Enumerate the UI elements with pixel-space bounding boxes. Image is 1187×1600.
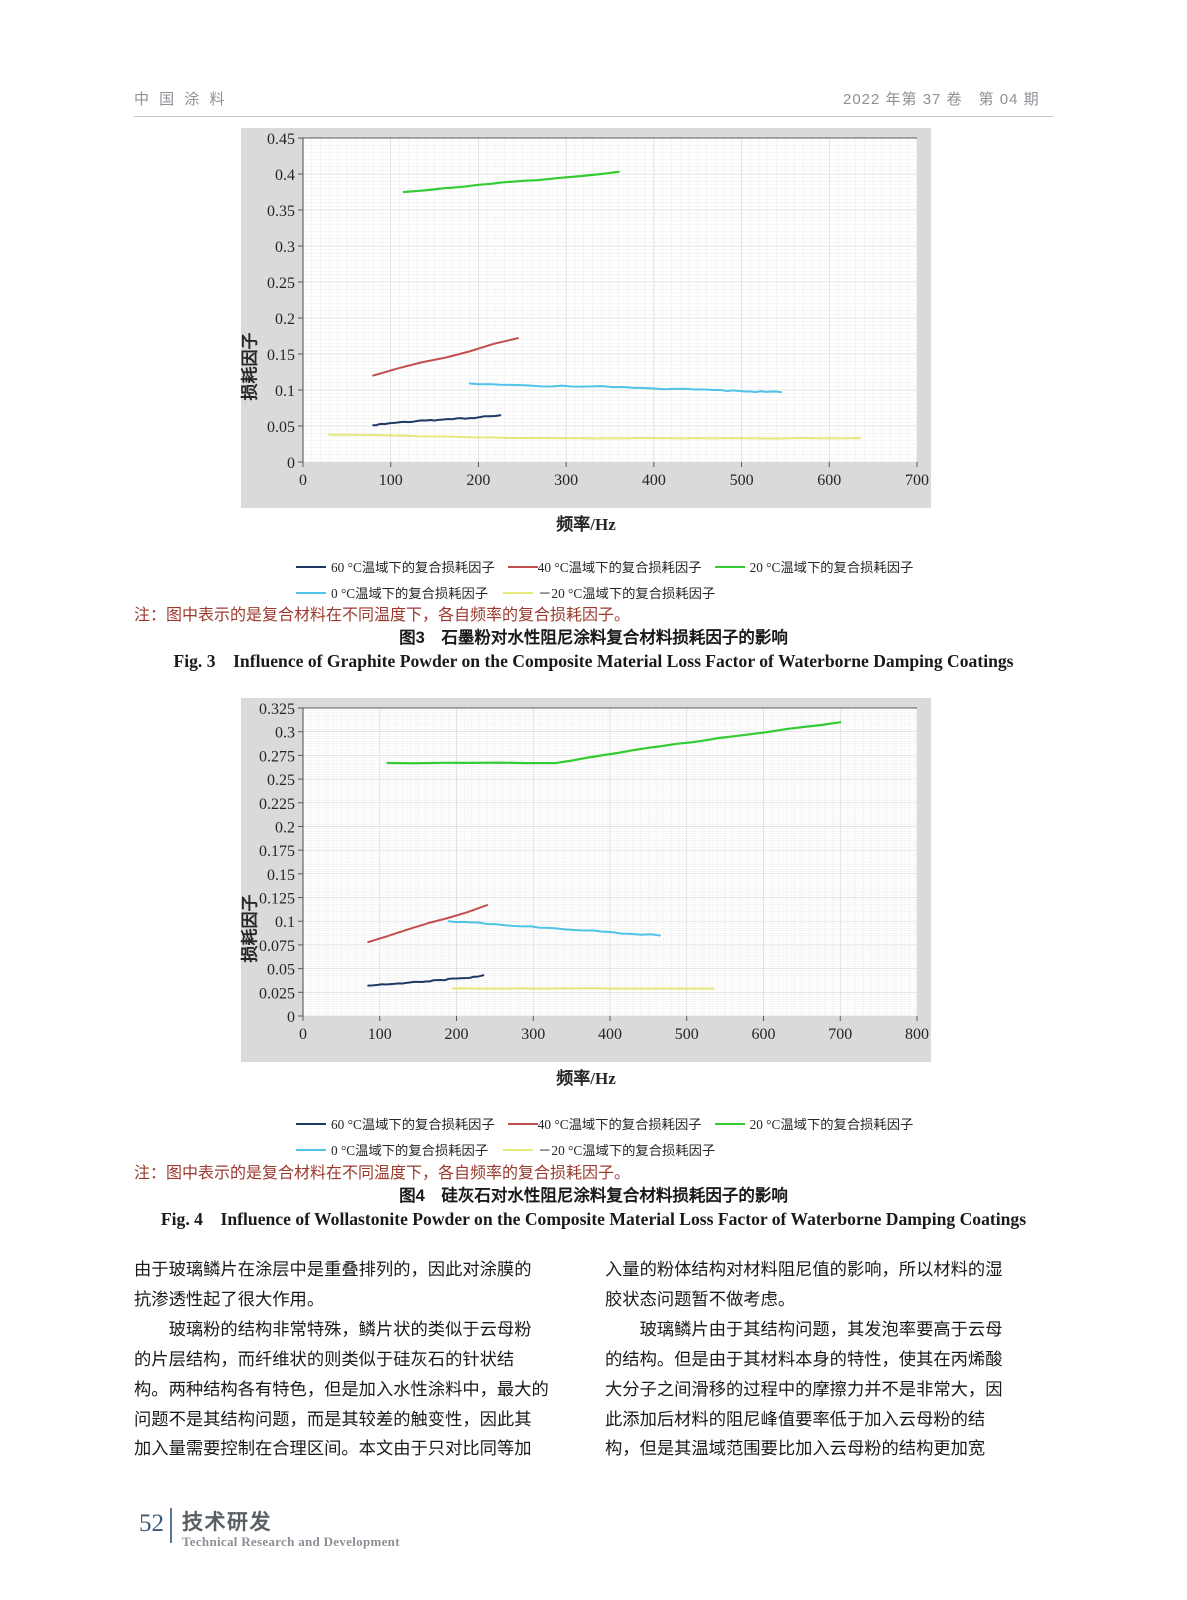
- svg-text:0: 0: [287, 455, 295, 472]
- svg-text:0.25: 0.25: [267, 275, 295, 292]
- svg-text:300: 300: [554, 472, 578, 489]
- svg-text:200: 200: [445, 1026, 469, 1043]
- svg-text:0.2: 0.2: [275, 819, 295, 836]
- svg-text:0.15: 0.15: [267, 347, 295, 364]
- svg-text:500: 500: [730, 472, 754, 489]
- svg-text:0.45: 0.45: [267, 131, 295, 148]
- svg-text:0.15: 0.15: [267, 867, 295, 884]
- svg-text:0.125: 0.125: [259, 891, 295, 908]
- svg-text:0.225: 0.225: [259, 796, 295, 813]
- svg-text:0: 0: [299, 1026, 307, 1043]
- svg-text:0.05: 0.05: [267, 962, 295, 979]
- svg-text:0.3: 0.3: [275, 725, 295, 742]
- svg-text:0.025: 0.025: [259, 985, 295, 1002]
- svg-text:100: 100: [368, 1026, 392, 1043]
- svg-text:0.1: 0.1: [275, 383, 295, 400]
- svg-text:700: 700: [828, 1026, 852, 1043]
- svg-text:0.1: 0.1: [275, 914, 295, 931]
- svg-text:0: 0: [299, 472, 307, 489]
- svg-text:300: 300: [521, 1026, 545, 1043]
- svg-text:0.05: 0.05: [267, 419, 295, 436]
- svg-text:0.275: 0.275: [259, 748, 295, 765]
- svg-text:0.175: 0.175: [259, 843, 295, 860]
- svg-text:0.3: 0.3: [275, 239, 295, 256]
- svg-text:0.075: 0.075: [259, 938, 295, 955]
- svg-text:800: 800: [905, 1026, 929, 1043]
- svg-text:100: 100: [379, 472, 403, 489]
- svg-text:600: 600: [817, 472, 841, 489]
- svg-text:0.2: 0.2: [275, 311, 295, 328]
- svg-text:0: 0: [287, 1009, 295, 1026]
- svg-text:200: 200: [466, 472, 490, 489]
- svg-text:0.325: 0.325: [259, 701, 295, 718]
- svg-text:0.35: 0.35: [267, 203, 295, 220]
- svg-text:700: 700: [905, 472, 929, 489]
- svg-text:0.25: 0.25: [267, 772, 295, 789]
- svg-text:400: 400: [642, 472, 666, 489]
- svg-text:600: 600: [752, 1026, 776, 1043]
- svg-text:500: 500: [675, 1026, 699, 1043]
- svg-text:0.4: 0.4: [275, 167, 295, 184]
- svg-text:400: 400: [598, 1026, 622, 1043]
